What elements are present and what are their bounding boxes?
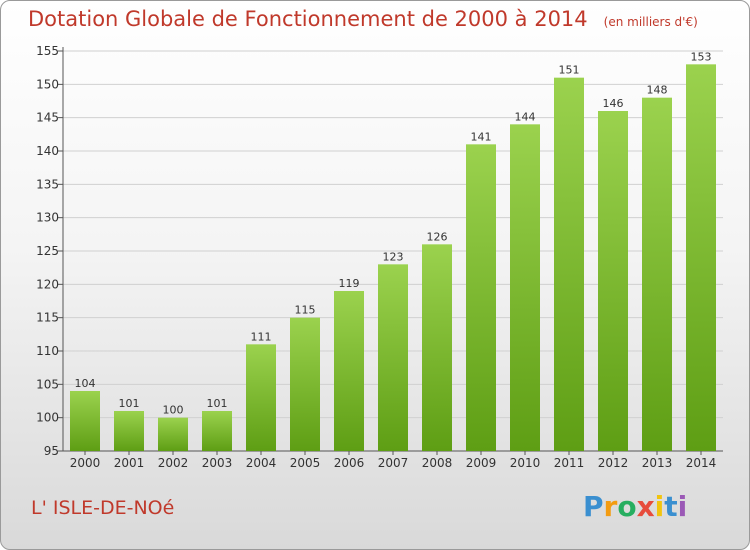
bar-2009 — [466, 144, 496, 452]
bar-2001 — [114, 411, 144, 451]
bar-2012 — [598, 111, 628, 451]
bar-2000 — [70, 391, 100, 451]
chart-title: Dotation Globale de Fonctionnement de 20… — [28, 7, 588, 31]
proxiti-logo: Proxiti — [583, 490, 688, 523]
bar-2014 — [686, 64, 716, 452]
data-label-2008: 126 — [427, 230, 448, 243]
x-tick-label: 2003 — [202, 456, 233, 470]
data-label-2002: 100 — [163, 404, 184, 417]
data-label-2010: 144 — [515, 110, 536, 123]
x-tick-label: 2012 — [598, 456, 629, 470]
bar-2010 — [510, 124, 540, 451]
x-tick-label: 2002 — [158, 456, 189, 470]
y-tick-label: 130 — [36, 211, 59, 225]
y-tick-label: 145 — [36, 111, 59, 125]
y-tick-label: 95 — [44, 444, 59, 458]
chart-subtitle: (en milliers d'€) — [603, 15, 698, 29]
data-label-2000: 104 — [75, 377, 96, 390]
data-labels: 104 101 100 101 111 115 119 123 126 141 144 151 146 1… — [75, 50, 712, 416]
data-label-2014: 153 — [691, 50, 712, 63]
commune-name: L' ISLE-DE-NOé — [31, 497, 175, 519]
x-tick-label: 2004 — [246, 456, 277, 470]
y-tick-label: 100 — [36, 411, 59, 425]
y-tick-label: 135 — [36, 177, 59, 191]
data-label-2007: 123 — [383, 250, 404, 263]
data-label-2001: 101 — [119, 397, 140, 410]
y-tick-label: 125 — [36, 244, 59, 258]
axes: 95 100 105 110 115 120 125 130 135 140 145 150 155 20… — [36, 44, 723, 470]
data-label-2003: 101 — [207, 397, 228, 410]
y-tick-label: 110 — [36, 344, 59, 358]
x-tick-label: 2005 — [290, 456, 321, 470]
bar-2006 — [334, 291, 364, 451]
title-block: Dotation Globale de Fonctionnement de 20… — [28, 7, 698, 31]
y-tick-label: 105 — [36, 377, 59, 391]
y-tick-label: 120 — [36, 277, 59, 291]
x-tick-label: 2013 — [642, 456, 673, 470]
data-label-2004: 111 — [251, 330, 272, 343]
y-tick-label: 140 — [36, 144, 59, 158]
data-label-2005: 115 — [295, 304, 316, 317]
bar-2011 — [554, 77, 584, 452]
x-tick-label: 2008 — [422, 456, 453, 470]
data-label-2011: 151 — [559, 64, 580, 77]
bar-2007 — [378, 264, 408, 451]
bar-2002 — [158, 417, 188, 451]
data-label-2013: 148 — [647, 84, 668, 97]
bar-2005 — [290, 317, 320, 451]
y-tick-label: 150 — [36, 77, 59, 91]
data-label-2012: 146 — [603, 97, 624, 110]
x-tick-label: 2006 — [334, 456, 365, 470]
y-tick-label: 155 — [36, 44, 59, 58]
bar-2008 — [422, 244, 452, 451]
x-tick-label: 2009 — [466, 456, 497, 470]
x-tick-label: 2014 — [686, 456, 717, 470]
bar-2013 — [642, 97, 672, 452]
x-tick-label: 2000 — [70, 456, 101, 470]
x-tick-label: 2010 — [510, 456, 541, 470]
bars — [70, 64, 716, 452]
bar-2003 — [202, 411, 232, 451]
data-label-2009: 141 — [471, 130, 492, 143]
y-tick-label: 115 — [36, 311, 59, 325]
x-tick-label: 2001 — [114, 456, 145, 470]
bar-2004 — [246, 344, 276, 451]
x-tick-label: 2011 — [554, 456, 585, 470]
x-tick-label: 2007 — [378, 456, 409, 470]
data-label-2006: 119 — [339, 277, 360, 290]
